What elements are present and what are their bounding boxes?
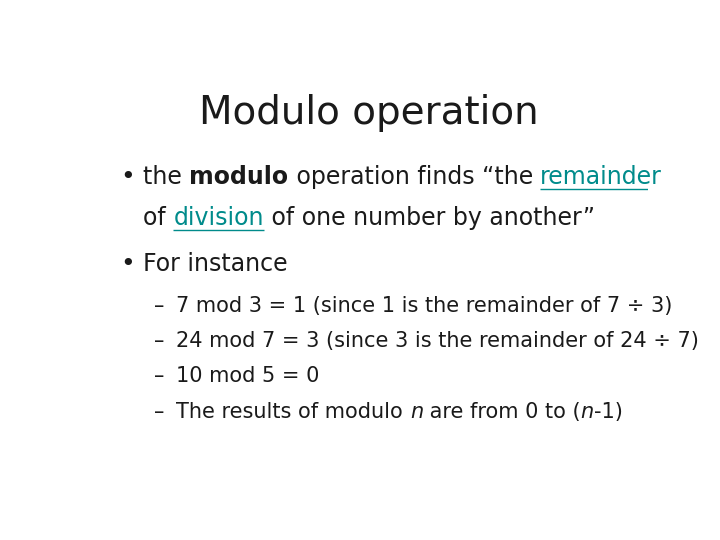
Text: n: n [410,402,423,422]
Text: •: • [121,165,135,188]
Text: The results of modulo: The results of modulo [176,402,410,422]
Text: Modulo operation: Modulo operation [199,94,539,132]
Text: division: division [174,206,264,230]
Text: of: of [143,206,174,230]
Text: n: n [581,402,594,422]
Text: For instance: For instance [143,252,287,276]
Text: modulo: modulo [189,165,289,188]
Text: are from 0 to (: are from 0 to ( [423,402,581,422]
Text: 24 mod 7 = 3 (since 3 is the remainder of 24 ÷ 7): 24 mod 7 = 3 (since 3 is the remainder o… [176,331,699,351]
Text: •: • [121,252,135,276]
Text: –: – [154,402,165,422]
Text: –: – [154,331,165,351]
Text: -1): -1) [594,402,623,422]
Text: the: the [143,165,189,188]
Text: 7 mod 3 = 1 (since 1 is the remainder of 7 ÷ 3): 7 mod 3 = 1 (since 1 is the remainder of… [176,295,673,315]
Text: –: – [154,295,165,315]
Text: operation finds “the: operation finds “the [289,165,540,188]
Text: 10 mod 5 = 0: 10 mod 5 = 0 [176,366,320,386]
Text: remainder: remainder [540,165,662,188]
Text: of one number by another”: of one number by another” [264,206,595,230]
Text: –: – [154,366,165,386]
